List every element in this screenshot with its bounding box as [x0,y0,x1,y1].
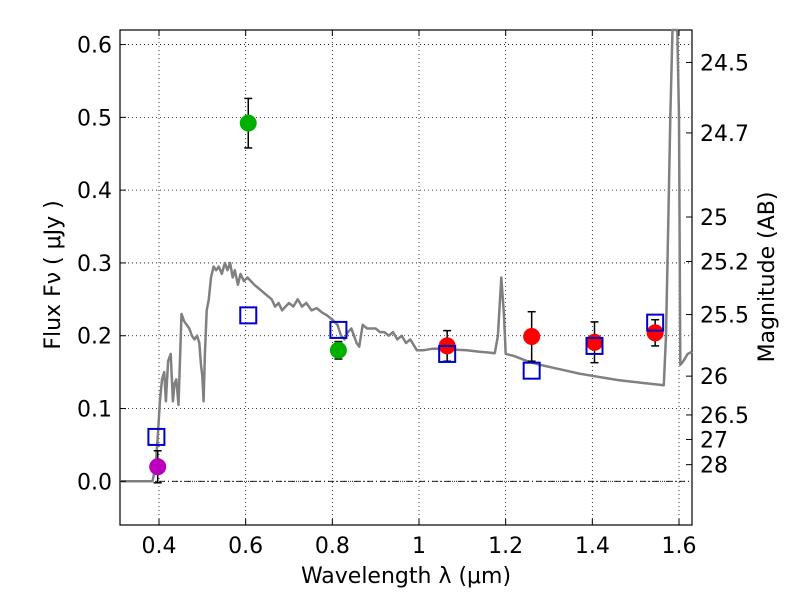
y-tick-label: 0.6 [77,34,112,59]
model-flux-square [522,361,541,380]
magnitude-tick-label: 25.2 [700,250,749,275]
y-tick-label: 0.2 [77,325,112,350]
magnitude-tick-label: 27 [700,428,728,453]
x-axis-label: Wavelength λ (μm) [301,564,511,589]
x-axis-ticks: 0.4 0.6 0.8 1 1.2 1.4 1.6 [142,30,697,559]
x-tick-label: 0.8 [315,534,350,559]
magnitude-tick-label: 24.5 [700,51,749,76]
model-sed-line-group [120,28,693,483]
x-tick-label: 0.6 [228,534,263,559]
data-point [149,458,167,476]
magnitude-tick-label: 28 [700,454,728,479]
magnitude-tick-label: 25 [700,206,728,231]
model-flux-square [438,344,457,363]
model-flux-square [147,427,166,446]
model-squares-group [147,306,665,446]
data-point [329,341,347,359]
magnitude-tick-label: 25.5 [700,304,749,329]
y-tick-label: 0.4 [77,179,112,204]
model-flux-square [329,320,348,339]
x-tick-label: 0.4 [142,534,177,559]
data-point [586,333,603,351]
y-tick-label: 0.0 [77,470,112,495]
data-point [646,324,664,342]
data-point [239,114,257,132]
data-points-group [149,114,664,476]
plot-area [119,29,693,526]
model-sed-line [120,28,693,483]
grid-lines [120,30,692,525]
x-tick-label: 1.2 [488,534,523,559]
x-tick-label: 1 [412,534,426,559]
y-tick-label: 0.3 [77,252,112,277]
model-flux-square [646,313,665,332]
x-tick-label: 1.4 [575,534,610,559]
magnitude-axis-label: Magnitude (AB) [755,192,780,363]
y-tick-label: 0.1 [77,398,112,423]
magnitude-tick-label: 24.7 [700,122,749,147]
data-point [523,327,541,345]
magnitude-tick-label: 26 [700,365,728,390]
errorbars-group [153,97,660,484]
y-tick-label: 0.5 [77,106,112,131]
y-axis-label: Flux Fν ( μJy ) [41,200,66,349]
magnitude-tick-label: 26.5 [700,404,749,429]
model-flux-square [585,336,604,355]
y-axis-ticks: 0.0 0.1 0.2 0.3 0.4 0.5 0.6 [77,34,126,495]
model-flux-square [239,306,258,325]
x-tick-label: 1.6 [662,534,697,559]
